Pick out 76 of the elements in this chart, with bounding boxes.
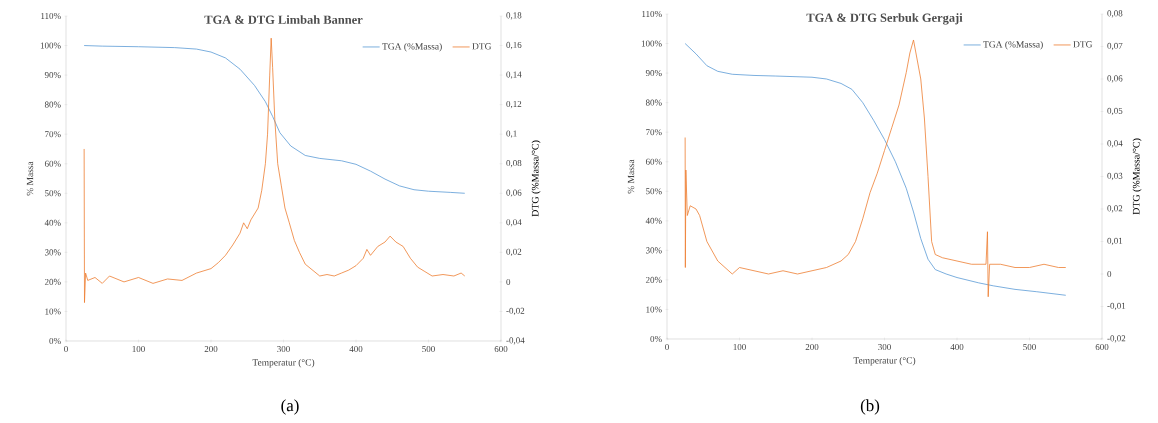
y2-tick-label: 0,06: [506, 189, 522, 197]
y2-tick-label: 0,02: [1107, 205, 1123, 213]
y-tick-label: 10%: [45, 308, 61, 315]
y2-tick-label: 0,06: [1107, 75, 1123, 83]
x-tick-label: 0: [64, 346, 68, 353]
y2-tick-label: 0,08: [506, 160, 522, 168]
y-tick-label: 90%: [645, 70, 662, 77]
y-tick-label: 40%: [645, 217, 662, 224]
y-tick-label: 30%: [645, 247, 662, 254]
y2-tick-label: 0,08: [1107, 10, 1123, 18]
y-tick-label: 100%: [40, 42, 61, 49]
x-axis-title: Temperatur (°C): [252, 358, 315, 368]
x-tick-label: 200: [805, 344, 819, 351]
x-axis-title: Temperatur (°C): [853, 356, 916, 366]
y2-tick-label: -0,02: [1107, 335, 1126, 343]
y2-axis-title: DTG (%Massa/°C): [1132, 138, 1142, 215]
y-tick-label: 50%: [45, 190, 61, 197]
y2-tick-label: 0,02: [506, 248, 522, 257]
y2-tick-label: 0,04: [506, 219, 522, 227]
x-tick-label: 100: [132, 346, 145, 353]
y-tick-label: 90%: [44, 72, 61, 79]
chart-title: TGA & DTG Limbah Banner: [204, 15, 363, 24]
y2-tick-label: 0,16: [506, 41, 522, 50]
y2-axis-title: DTG (%Massa/°C): [531, 140, 541, 217]
x-tick-label: 300: [878, 344, 891, 351]
y2-tick-label: 0,14: [506, 71, 522, 79]
y-tick-label: 80%: [44, 101, 61, 108]
y2-tick-label: 0,03: [1107, 172, 1123, 181]
y2-tick-label: 0: [506, 278, 511, 285]
x-tick-label: 600: [1095, 344, 1109, 351]
y2-tick-label: 0,1: [506, 130, 517, 138]
y-tick-label: 20%: [44, 278, 61, 285]
y-tick-label: 40%: [44, 219, 61, 226]
y2-tick-label: 0,04: [1107, 140, 1123, 148]
legend-label: TGA (%Massa): [382, 42, 442, 52]
y2-tick-label: 0,18: [506, 12, 522, 20]
y-tick-label: 70%: [646, 129, 662, 136]
x-tick-label: 300: [277, 346, 290, 353]
x-tick-label: 100: [733, 344, 746, 351]
y2-tick-label: -0,02: [506, 307, 525, 316]
y-tick-label: 80%: [645, 99, 662, 106]
y-tick-label: 100%: [641, 40, 662, 47]
y-tick-label: 0%: [49, 337, 61, 345]
y2-tick-label: 0,01: [1107, 237, 1123, 246]
y-axis-title: % Massa: [627, 159, 635, 194]
y-tick-label: 60%: [44, 160, 61, 167]
legend-label: DTG: [472, 43, 492, 50]
x-tick-label: 400: [349, 346, 363, 353]
line-series: [83, 45, 466, 194]
y-axis-title: % Massa: [26, 161, 34, 196]
y-tick-label: 30%: [44, 249, 61, 256]
y2-tick-label: 0,07: [1107, 42, 1123, 51]
x-tick-label: 200: [204, 346, 218, 353]
x-tick-label: 500: [422, 346, 435, 353]
y2-tick-label: -0,04: [506, 337, 525, 345]
x-tick-label: 500: [1023, 344, 1036, 351]
y-tick-label: 60%: [645, 158, 662, 165]
y2-tick-label: 0: [1107, 270, 1112, 278]
y-tick-label: 110%: [41, 12, 61, 20]
legend-label: DTG: [1073, 41, 1093, 48]
text: (b): [860, 399, 880, 415]
y-tick-label: 110%: [642, 10, 662, 18]
y-tick-label: 50%: [646, 188, 662, 195]
x-tick-label: 600: [494, 346, 508, 353]
y2-tick-label: 0,12: [506, 100, 522, 109]
y-tick-label: 10%: [646, 306, 662, 313]
x-tick-label: 0: [665, 344, 669, 351]
chart-title: TGA & DTG Serbuk Gergaji: [806, 13, 963, 25]
y-tick-label: 20%: [645, 276, 662, 283]
y2-tick-label: 0,05: [1107, 107, 1123, 116]
legend-label: TGA (%Massa): [983, 40, 1043, 50]
text: (a): [281, 399, 299, 415]
y-tick-label: 70%: [45, 131, 61, 138]
x-tick-label: 400: [950, 344, 964, 351]
y-tick-label: 0%: [650, 335, 662, 343]
y2-tick-label: -0,01: [1107, 302, 1126, 311]
